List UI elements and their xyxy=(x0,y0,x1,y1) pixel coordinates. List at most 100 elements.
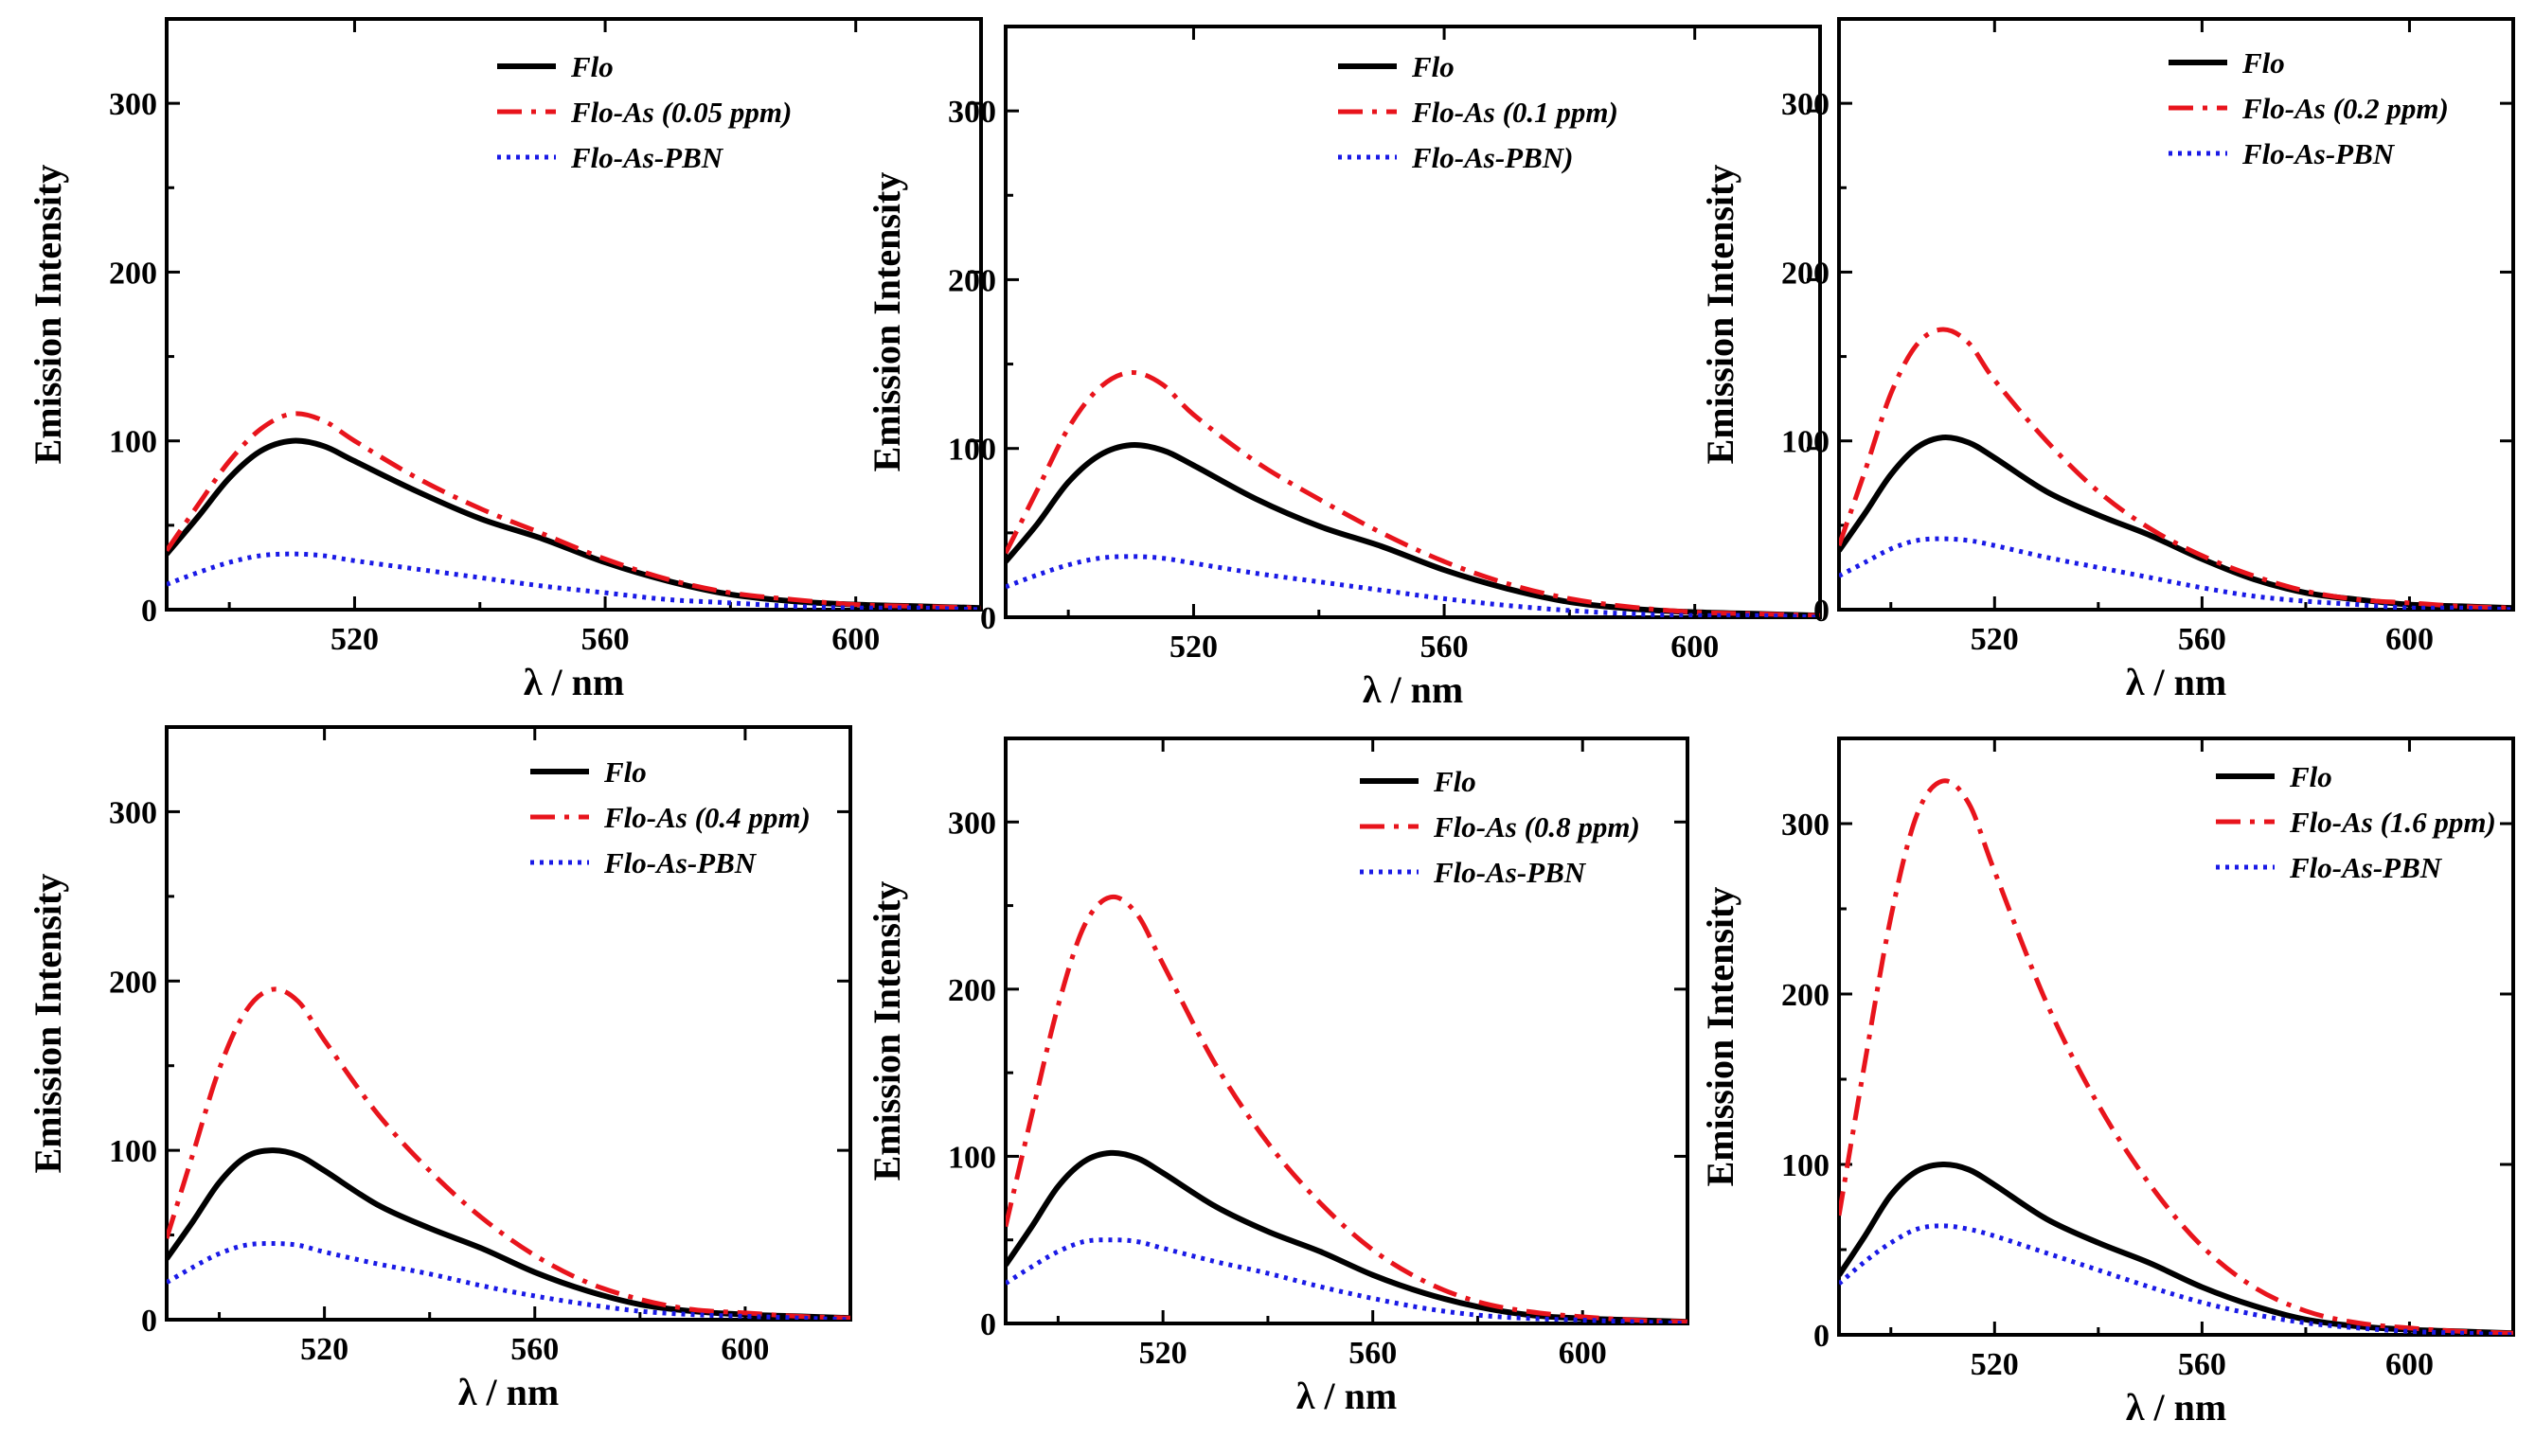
y-tick-label: 0 xyxy=(980,1307,996,1342)
y-tick-label: 0 xyxy=(141,1304,157,1339)
y-axis-title: Emission Intensity xyxy=(1699,165,1741,465)
y-tick-label: 100 xyxy=(1781,1148,1830,1183)
x-axis-title: λ / nm xyxy=(524,661,624,703)
x-tick-label: 520 xyxy=(1971,622,2019,657)
series-line-flo-as-pbn xyxy=(1006,1237,1687,1323)
y-tick-label: 0 xyxy=(1813,1319,1830,1354)
legend-label-flo: Flo xyxy=(1433,765,1476,798)
series-line-flo-as xyxy=(1006,369,1820,617)
legend-label-flo: Flo xyxy=(1411,50,1455,83)
x-tick-label: 600 xyxy=(1559,1336,1607,1371)
series-line-flo xyxy=(1006,441,1820,617)
chart-panel-6: 520 560 600 0 100 200 300 λ / nm Emission Intens… xyxy=(1699,737,2515,1429)
series-line-flo-as-pbn xyxy=(167,551,981,610)
plot-frame xyxy=(1004,25,1822,619)
plot-frame xyxy=(165,725,852,1322)
x-tick-label: 520 xyxy=(1139,1336,1187,1371)
series-line-flo xyxy=(167,437,981,610)
y-tick-label: 0 xyxy=(1813,594,1830,629)
x-axis-title: λ / nm xyxy=(1363,668,1463,711)
x-tick-label: 520 xyxy=(330,622,379,657)
y-tick-label: 100 xyxy=(948,1140,996,1175)
y-tick-label: 300 xyxy=(109,87,157,122)
series-line-flo-as xyxy=(1006,894,1687,1323)
x-tick-label: 520 xyxy=(300,1332,348,1367)
y-tick-label: 300 xyxy=(109,795,157,830)
series-line-flo-as xyxy=(167,986,850,1320)
series-line-flo xyxy=(1839,1161,2513,1335)
legend-label-flo-as-pbn: Flo-As-PBN xyxy=(603,846,758,879)
y-tick-label: 300 xyxy=(948,95,996,130)
x-tick-label: 520 xyxy=(1971,1347,2019,1382)
chart-panel-2: 520 560 600 0 100 200 300 λ / nm Emission Intens… xyxy=(866,25,1822,711)
plot-frame xyxy=(1837,737,2515,1337)
legend-label-flo-as-pbn: Flo-As-PBN xyxy=(570,141,724,174)
y-axis-title: Emission Intensity xyxy=(866,172,908,472)
y-axis-title: Emission Intensity xyxy=(1699,887,1741,1187)
x-tick-label: 600 xyxy=(2385,1347,2434,1382)
legend-label-flo: Flo xyxy=(2289,760,2332,793)
y-tick-label: 0 xyxy=(141,594,157,629)
y-tick-label: 200 xyxy=(948,973,996,1008)
y-tick-label: 100 xyxy=(1781,425,1830,460)
chart-panel-5: 520 560 600 0 100 200 300 λ / nm Emission Intens… xyxy=(866,737,1689,1417)
series-line-flo-as-pbn xyxy=(167,1241,850,1320)
legend-label-flo-as: Flo-As (0.1 ppm) xyxy=(1411,96,1618,129)
y-tick-label: 200 xyxy=(1781,256,1830,291)
x-tick-label: 560 xyxy=(1420,630,1469,665)
legend-label-flo: Flo xyxy=(2241,46,2285,80)
series-line-flo xyxy=(167,1147,850,1320)
series-line-flo-as xyxy=(167,411,981,610)
y-axis-title: Emission Intensity xyxy=(27,165,69,465)
legend-label-flo-as-pbn: Flo-As-PBN xyxy=(2241,137,2396,170)
x-tick-label: 560 xyxy=(2178,622,2226,657)
legend-label-flo-as: Flo-As (1.6 ppm) xyxy=(2289,806,2496,839)
x-axis-title: λ / nm xyxy=(458,1371,559,1413)
series-line-flo-as xyxy=(1839,327,2513,610)
y-tick-label: 200 xyxy=(1781,978,1830,1013)
series-line-flo-as-pbn xyxy=(1006,554,1820,617)
x-tick-label: 600 xyxy=(721,1332,769,1367)
x-axis-title: λ / nm xyxy=(1296,1375,1397,1417)
series-line-flo-as xyxy=(1839,778,2513,1335)
x-axis-title: λ / nm xyxy=(2126,1386,2226,1429)
series-line-flo xyxy=(1839,434,2513,610)
y-tick-label: 100 xyxy=(948,433,996,468)
x-tick-label: 600 xyxy=(2385,622,2434,657)
series-line-flo-as-pbn xyxy=(1839,1223,2513,1335)
legend-label-flo-as-pbn: Flo-As-PBN) xyxy=(1411,141,1574,174)
x-tick-label: 600 xyxy=(1670,630,1719,665)
y-axis-title: Emission Intensity xyxy=(27,874,69,1174)
plot-frame xyxy=(1004,737,1689,1325)
legend-label-flo-as: Flo-As (0.05 ppm) xyxy=(570,96,792,129)
legend-label-flo-as: Flo-As (0.4 ppm) xyxy=(603,801,811,834)
legend-label-flo-as-pbn: Flo-As-PBN xyxy=(1433,856,1587,889)
plot-frame xyxy=(165,17,983,612)
x-tick-label: 560 xyxy=(510,1332,559,1367)
legend-label-flo: Flo xyxy=(570,50,614,83)
x-tick-label: 560 xyxy=(581,622,630,657)
y-tick-label: 100 xyxy=(109,425,157,460)
legend-label-flo-as: Flo-As (0.8 ppm) xyxy=(1433,810,1640,843)
y-tick-label: 300 xyxy=(1781,808,1830,843)
plot-frame xyxy=(1837,17,2515,612)
y-tick-label: 300 xyxy=(948,806,996,841)
y-tick-label: 0 xyxy=(980,601,996,636)
legend-label-flo: Flo xyxy=(603,755,647,789)
y-tick-label: 200 xyxy=(109,256,157,291)
y-axis-title: Emission Intensity xyxy=(866,881,908,1181)
y-tick-label: 300 xyxy=(1781,87,1830,122)
legend-label-flo-as-pbn: Flo-As-PBN xyxy=(2289,851,2443,884)
legend-label-flo-as: Flo-As (0.2 ppm) xyxy=(2241,92,2449,125)
x-tick-label: 560 xyxy=(1348,1336,1397,1371)
series-line-flo-as-pbn xyxy=(1839,536,2513,610)
y-tick-label: 200 xyxy=(109,965,157,1000)
chart-panel-4: 520 560 600 0 100 200 300 λ / nm Emission Intens… xyxy=(27,725,852,1413)
y-tick-label: 100 xyxy=(109,1134,157,1169)
y-tick-label: 200 xyxy=(948,263,996,298)
chart-panel-3: 520 560 600 0 100 200 300 λ / nm Emission Intens… xyxy=(1699,17,2515,703)
x-tick-label: 600 xyxy=(831,622,880,657)
x-axis-title: λ / nm xyxy=(2126,661,2226,703)
x-tick-label: 560 xyxy=(2178,1347,2226,1382)
